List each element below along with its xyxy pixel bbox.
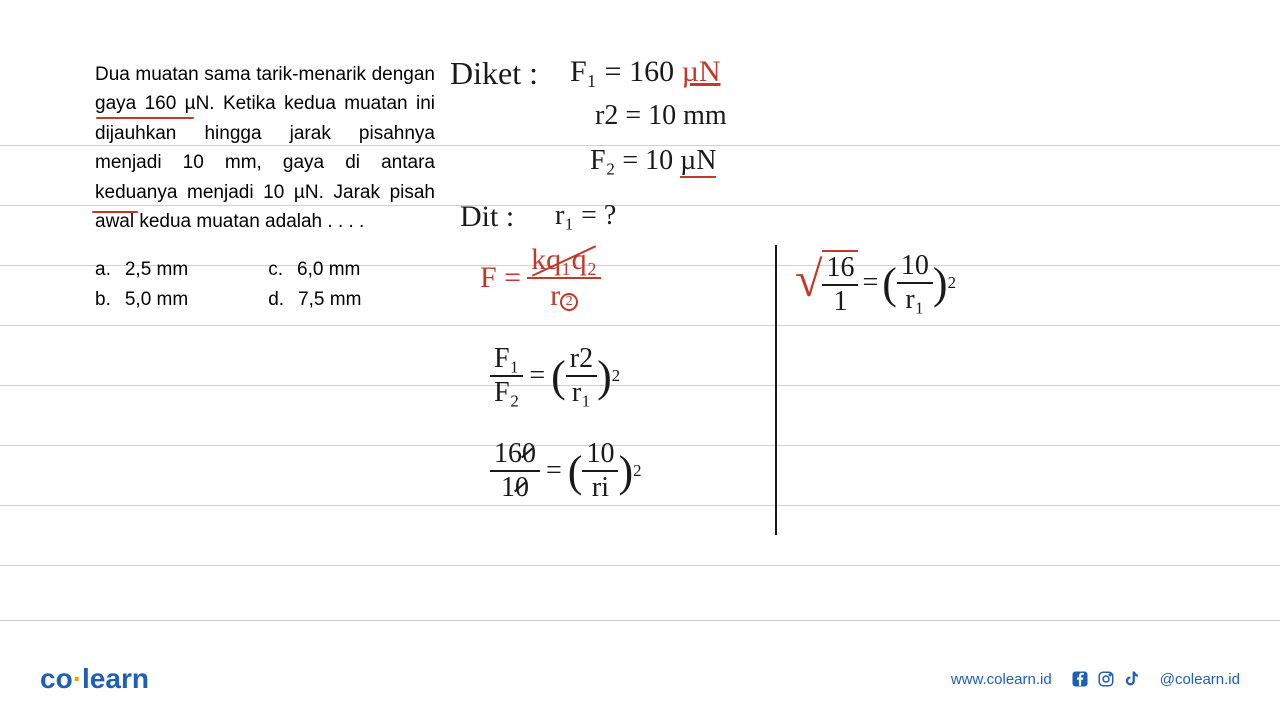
vertical-divider (775, 245, 777, 535)
coulomb-formula: F = kq₁q₂ r2 (480, 245, 601, 311)
instagram-icon (1096, 669, 1116, 689)
calculation-numeric: 160 10 = ( 10 ri ) 2 (490, 440, 642, 502)
option-c: c. 6,0 mm (268, 255, 360, 285)
option-row-2: b. 5,0 mm d. 7,5 mm (95, 285, 361, 315)
option-d-value: 7,5 mm (298, 285, 361, 315)
logo-co: co (40, 663, 73, 694)
tiktok-icon (1122, 669, 1142, 689)
facebook-icon (1070, 669, 1090, 689)
logo-dot: · (73, 663, 82, 694)
option-d: d. 7,5 mm (268, 285, 361, 315)
option-b-value: 5,0 mm (125, 285, 188, 315)
r2-equation: r2 = 10 mm (595, 100, 727, 132)
colearn-logo: co·learn (40, 663, 149, 695)
social-icons (1070, 669, 1142, 689)
option-a: a. 2,5 mm (95, 255, 188, 285)
option-b-label: b. (95, 285, 111, 315)
underline-antara (92, 211, 138, 213)
footer-right: www.colearn.id @colearn.id (951, 669, 1240, 689)
option-a-value: 2,5 mm (125, 255, 188, 285)
diket-label: Diket : (450, 55, 538, 92)
dit-label: Dit : (460, 200, 514, 234)
logo-learn: learn (82, 663, 149, 694)
sqrt-equation: √ 16 1 = ( 10 r₁ ) 2 (795, 250, 956, 316)
option-a-label: a. (95, 255, 111, 285)
option-row-1: a. 2,5 mm c. 6,0 mm (95, 255, 361, 285)
ratio-equation: F₁ F₂ = ( r2 r₁ ) 2 (490, 345, 620, 407)
underline-dengan-gaya (96, 117, 194, 119)
footer: co·learn www.colearn.id @colearn.id (40, 663, 1240, 695)
answer-options: a. 2,5 mm c. 6,0 mm b. 5,0 mm d. 7,5 mm (95, 255, 361, 316)
problem-statement: Dua muatan sama tarik-menarik dengan gay… (95, 60, 435, 237)
option-c-label: c. (268, 255, 283, 285)
option-b: b. 5,0 mm (95, 285, 188, 315)
footer-handle: @colearn.id (1160, 671, 1240, 688)
f2-equation: F₂ = 10 µN (590, 145, 716, 177)
option-c-value: 6,0 mm (297, 255, 360, 285)
f1-equation: F₁ = 160 µN (570, 55, 721, 89)
footer-url: www.colearn.id (951, 671, 1052, 688)
option-d-label: d. (268, 285, 284, 315)
dit-value: r₁ = ? (555, 200, 616, 232)
